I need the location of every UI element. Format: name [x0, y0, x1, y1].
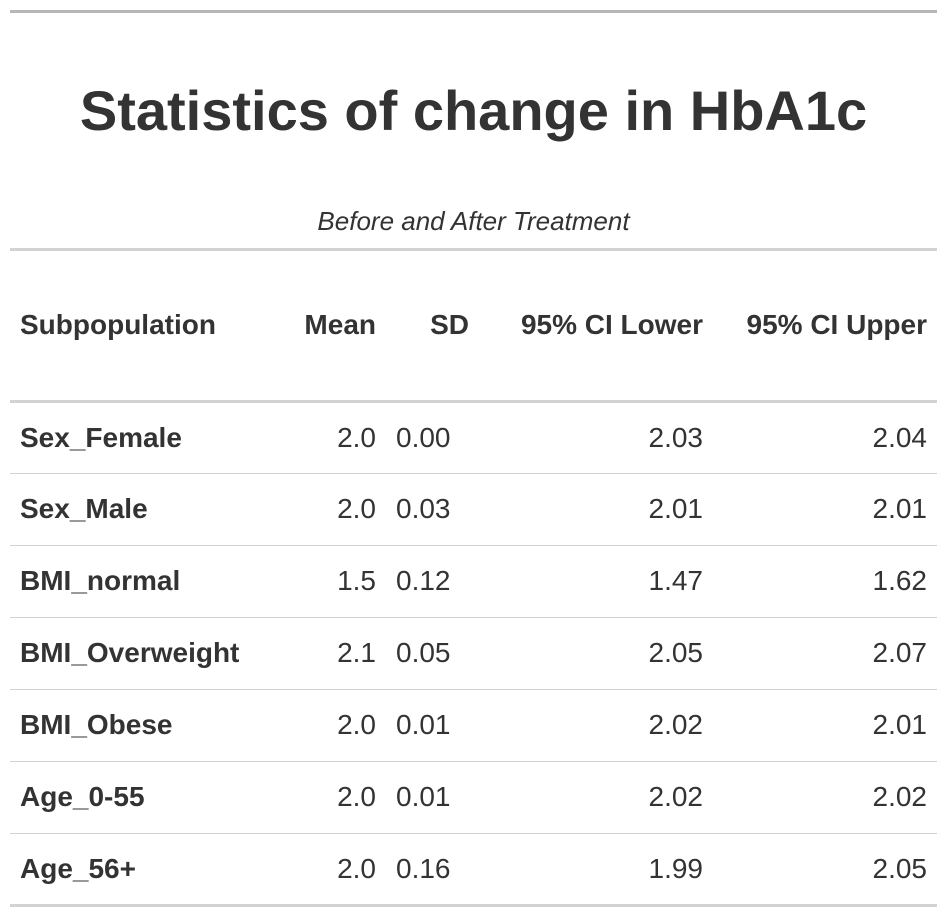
- cell-subpopulation: Sex_Male: [10, 472, 281, 545]
- cell-mean: 2.0: [337, 421, 376, 453]
- column-header-ci-lower: 95% CI Lower: [479, 251, 713, 403]
- cell-sd: 0.03: [386, 472, 479, 545]
- cell-sd: 0.00: [396, 421, 451, 453]
- stats-table: Subpopulation Mean SD 95% CI Lower 95% C…: [10, 251, 937, 907]
- header-row: Subpopulation Mean SD 95% CI Lower 95% C…: [10, 251, 937, 403]
- table-subtitle: Before and After Treatment: [317, 206, 630, 236]
- table-row: Sex_Female 2.0 0.00 2.03 2.04: [10, 401, 937, 473]
- cell-ci-lower: 1.99: [479, 832, 713, 907]
- cell-ci-upper: 2.02: [713, 760, 937, 833]
- cell-mean: 2.0: [281, 832, 386, 907]
- heading-divider: [10, 248, 937, 251]
- cell-subpopulation: Age_56+: [10, 832, 281, 907]
- column-header-sd: SD: [386, 251, 479, 403]
- cell-subpopulation: Age_0-55: [10, 760, 281, 833]
- cell-mean: 2.0: [281, 472, 386, 545]
- cell-mean: 2.0: [281, 688, 386, 761]
- cell-sd: 0.01: [386, 688, 479, 761]
- column-header-mean: Mean: [281, 251, 386, 403]
- cell-ci-lower: 2.05: [479, 616, 713, 689]
- cell-ci-lower: 2.02: [479, 760, 713, 833]
- table-row: Age_56+ 2.0 0.16 1.99 2.05: [10, 832, 937, 907]
- stats-table-container: Statistics of change in HbA1c Before and…: [10, 10, 937, 914]
- table-row: BMI_normal 1.5 0.12 1.47 1.62: [10, 544, 937, 617]
- table-row: BMI_Obese 2.0 0.01 2.02 2.01: [10, 688, 937, 761]
- cell-ci-lower: 2.02: [479, 688, 713, 761]
- table-row: Sex_Male 2.0 0.03 2.01 2.01: [10, 472, 937, 545]
- cell-sd: 0.05: [386, 616, 479, 689]
- cell-sd: 0.16: [386, 832, 479, 907]
- table-title: Statistics of change in HbA1c: [79, 79, 868, 142]
- cell-ci-upper: 2.04: [872, 421, 928, 453]
- cell-subpopulation: BMI_normal: [10, 544, 281, 617]
- cell-ci-lower: 2.01: [479, 472, 713, 545]
- cell-subpopulation: BMI_Overweight: [10, 616, 281, 689]
- table-row: Age_0-55 2.0 0.01 2.02 2.02: [10, 760, 937, 833]
- column-header-ci-upper: 95% CI Upper: [713, 251, 937, 403]
- cell-sd: 0.01: [386, 760, 479, 833]
- cell-subpopulation: Sex_Female: [20, 421, 182, 453]
- table-row: BMI_Overweight 2.1 0.05 2.05 2.07: [10, 616, 937, 689]
- cell-subpopulation: BMI_Obese: [10, 688, 281, 761]
- cell-ci-lower: 2.03: [648, 421, 704, 453]
- cell-ci-upper: 2.05: [713, 832, 937, 907]
- cell-ci-upper: 1.62: [713, 544, 937, 617]
- cell-ci-lower: 1.47: [479, 544, 713, 617]
- cell-ci-upper: 2.07: [713, 616, 937, 689]
- column-header-subpopulation: Subpopulation: [10, 251, 281, 403]
- cell-ci-upper: 2.01: [713, 688, 937, 761]
- cell-ci-upper: 2.01: [713, 472, 937, 545]
- cell-mean: 2.1: [281, 616, 386, 689]
- cell-mean: 2.0: [281, 760, 386, 833]
- cell-mean: 1.5: [281, 544, 386, 617]
- cell-sd: 0.12: [386, 544, 479, 617]
